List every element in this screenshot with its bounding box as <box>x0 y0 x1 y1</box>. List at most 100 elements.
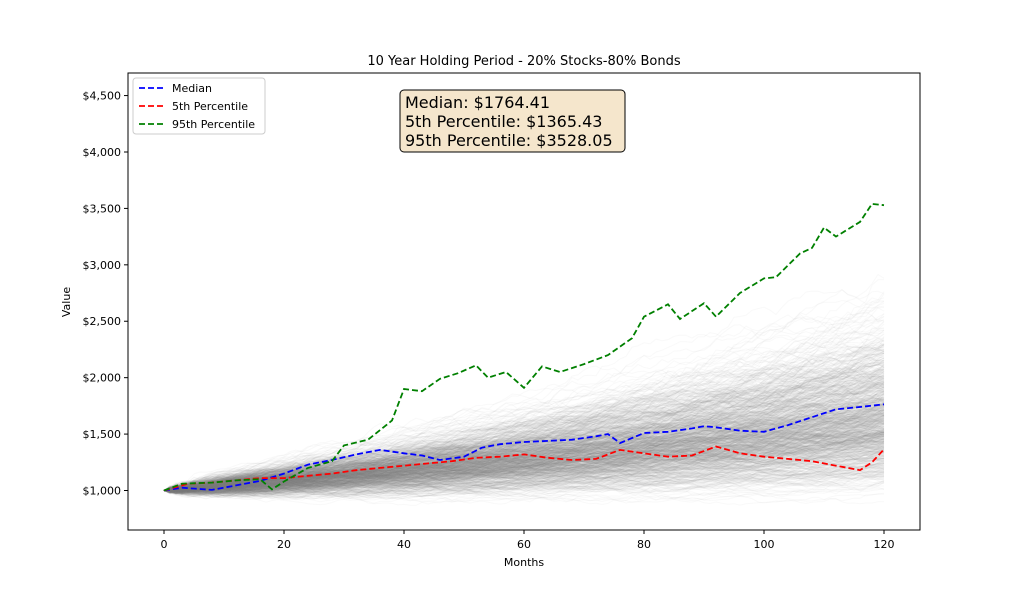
simulation-path <box>163 439 885 494</box>
simulation-path <box>163 462 885 493</box>
simulation-path <box>163 415 885 491</box>
simulation-path <box>163 443 885 495</box>
simulation-path <box>163 421 885 498</box>
simulation-path <box>163 390 885 491</box>
simulation-path <box>163 406 885 499</box>
simulation-path <box>163 411 885 493</box>
simulation-path <box>163 342 885 491</box>
simulation-path <box>163 399 885 494</box>
simulation-path <box>163 372 885 492</box>
simulation-path <box>163 293 885 492</box>
simulation-path <box>163 365 885 491</box>
simulation-path <box>163 375 884 491</box>
simulation-path <box>163 329 885 491</box>
simulation-path <box>163 443 885 495</box>
simulation-path <box>163 419 885 491</box>
simulation-path <box>163 426 885 491</box>
simulation-path <box>163 477 885 500</box>
simulation-path <box>163 476 885 495</box>
stats-box: Median: $1764.41 5th Percentile: $1365.4… <box>399 89 626 153</box>
simulation-path <box>163 462 885 493</box>
y-tick-label: $3,500 <box>83 202 122 215</box>
simulation-path <box>163 429 885 491</box>
simulation-path <box>163 357 885 492</box>
simulation-path <box>163 425 885 493</box>
y-tick-label: $2,000 <box>83 372 122 385</box>
legend-label: 95th Percentile <box>172 118 255 131</box>
simulation-path <box>163 408 885 493</box>
stats-5th-percentile: 5th Percentile: $1365.43 <box>405 112 602 131</box>
simulation-path <box>163 344 885 491</box>
simulation-path <box>163 357 884 491</box>
simulation-path <box>163 444 885 492</box>
simulation-path <box>163 415 885 492</box>
simulation-path <box>163 453 885 493</box>
simulation-path <box>163 375 885 491</box>
simulation-path <box>163 409 885 493</box>
simulation-path <box>163 373 885 492</box>
simulation-path <box>163 346 885 493</box>
simulation-path <box>163 430 885 494</box>
simulation-path <box>163 318 885 491</box>
y-tick-label: $1,500 <box>83 428 122 441</box>
simulation-path <box>163 420 885 492</box>
simulation-path <box>163 434 885 493</box>
simulation-path <box>163 444 885 497</box>
simulation-path <box>163 400 885 492</box>
simulation-path <box>163 431 884 497</box>
simulation-path <box>163 461 885 493</box>
x-axis-label: Months <box>504 556 544 569</box>
x-tick-label: 100 <box>754 538 775 551</box>
simulation-path <box>163 434 885 497</box>
simulation-path <box>163 471 885 492</box>
simulation-path <box>163 431 885 494</box>
simulation-paths <box>163 273 885 506</box>
simulation-path <box>163 409 885 491</box>
simulation-path <box>163 381 885 491</box>
simulation-path <box>163 466 885 501</box>
simulation-path <box>163 406 885 492</box>
simulation-path <box>163 479 885 499</box>
simulation-path <box>163 401 885 492</box>
simulation-path <box>163 473 885 495</box>
simulation-path <box>163 469 885 496</box>
stats-median: Median: $1764.41 <box>405 93 550 112</box>
simulation-path <box>163 398 885 494</box>
simulation-path <box>163 440 885 495</box>
simulation-path <box>163 397 885 493</box>
simulation-path <box>163 332 885 493</box>
simulation-path <box>163 438 884 492</box>
simulation-path <box>163 413 885 496</box>
simulation-path <box>163 451 885 495</box>
simulation-path <box>163 393 885 491</box>
simulation-path <box>163 402 885 493</box>
simulation-path <box>163 379 885 491</box>
y-tick-label: $2,500 <box>83 315 122 328</box>
simulation-path <box>163 445 885 491</box>
simulation-path <box>163 357 885 494</box>
x-tick-label: 120 <box>874 538 895 551</box>
simulation-path <box>163 408 885 494</box>
x-tick-label: 40 <box>397 538 411 551</box>
legend: Median 5th Percentile 95th Percentile <box>132 77 266 135</box>
simulation-path <box>163 437 885 492</box>
simulation-path <box>163 381 885 492</box>
simulation-path <box>163 385 885 491</box>
simulation-path <box>163 413 885 497</box>
simulation-path <box>163 407 885 491</box>
simulation-path <box>163 401 885 491</box>
simulation-path <box>163 390 885 491</box>
simulation-path <box>163 462 885 504</box>
simulation-path <box>163 376 885 493</box>
simulation-path <box>163 471 885 500</box>
simulation-path <box>163 449 884 493</box>
x-tick-label: 60 <box>517 538 531 551</box>
simulation-path <box>163 273 885 491</box>
simulation-path <box>163 336 885 491</box>
simulation-path <box>163 441 885 496</box>
simulation-path <box>163 442 885 492</box>
simulation-path <box>163 403 885 491</box>
simulation-path <box>163 439 885 491</box>
simulation-path <box>163 321 885 491</box>
